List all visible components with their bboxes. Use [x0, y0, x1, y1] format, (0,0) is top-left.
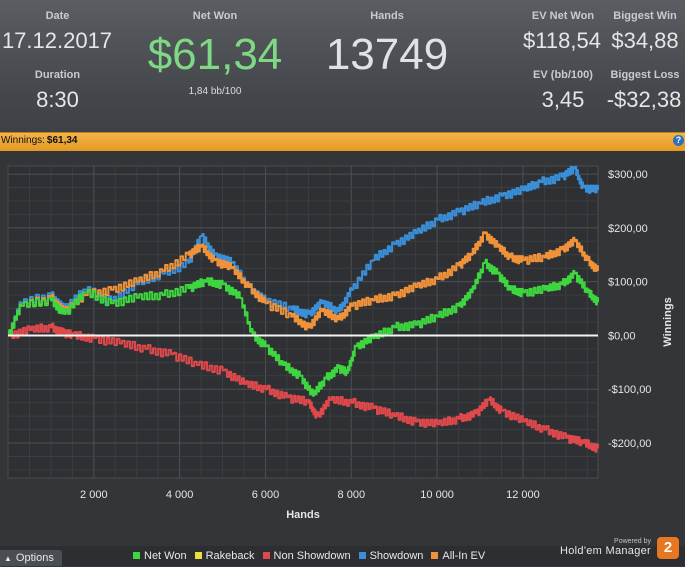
duration-value: 8:30 [36, 87, 79, 112]
y-tick-label: $100,00 [608, 277, 648, 289]
series-line-non-showdown [8, 322, 599, 453]
date-value: 17.12.2017 [1, 28, 113, 53]
x-axis-label: Hands [286, 509, 320, 521]
legend-item-all-in-ev[interactable]: All-In EV [431, 550, 485, 562]
x-tick-label: 10 000 [420, 489, 454, 501]
help-icon[interactable]: ? [673, 135, 684, 146]
winnings-title-bar: Winnings: $61,34 ? [0, 132, 685, 152]
series-line-net-won [8, 258, 599, 397]
hands-label: Hands [370, 10, 404, 22]
net-won-bb-per-100: 1,84 bb/100 [188, 86, 242, 97]
duration-label: Duration [34, 69, 81, 81]
legend-label: All-In EV [442, 550, 486, 562]
x-tick-label: 4 000 [166, 489, 194, 501]
biggest-win-value: $34,88 [611, 28, 679, 53]
x-tick-label: 6 000 [252, 489, 280, 501]
options-button[interactable]: ▲ Options [0, 550, 62, 566]
legend-label: Rakeback [205, 550, 255, 562]
legend-item-showdown[interactable]: Showdown [358, 550, 424, 562]
y-tick-label: -$200,00 [608, 438, 651, 450]
ev-net-won-label: EV Net Won [531, 10, 595, 22]
session-summary-panel: Date 17.12.2017 Duration 8:30 Net Won $6… [0, 0, 685, 132]
holdem-manager-logo-icon: 2 [657, 537, 679, 559]
y-tick-label: $200,00 [608, 223, 648, 235]
biggest-loss-value: -$32,38 [606, 87, 682, 112]
legend-swatch [194, 552, 202, 559]
footer-bar: ▲ Options Net Won Rakeback Non Showdown Show… [0, 537, 685, 566]
series-line-showdown [8, 165, 599, 337]
legend-swatch [133, 552, 140, 559]
brand-name: Hold'em Manager [560, 545, 651, 557]
y-axis-label: Winnings [662, 297, 674, 346]
legend-swatch [431, 552, 439, 559]
x-axis-ticks: 2 000 4 000 6 000 8 000 10 000 12 000 [80, 489, 540, 501]
biggest-win-label: Biggest Win [613, 10, 677, 22]
winnings-title: Winnings: $61,34 [1, 135, 78, 146]
x-tick-label: 2 000 [80, 489, 108, 501]
legend-label: Net Won [144, 550, 187, 562]
y-tick-label: $300,00 [608, 169, 648, 181]
legend-label: Non Showdown [273, 550, 351, 562]
series-line-all-in-ev [8, 231, 599, 337]
winnings-title-label: Winnings: [1, 135, 45, 146]
y-tick-label: $0,00 [608, 330, 636, 342]
ev-net-won-value: $118,54 [523, 28, 601, 53]
x-tick-label: 12 000 [506, 489, 540, 501]
x-tick-label: 8 000 [338, 489, 366, 501]
powered-by-block: Powered by Hold'em Manager [560, 538, 651, 557]
legend-label: Showdown [369, 550, 424, 562]
ev-bb-label: EV (bb/100) [533, 69, 593, 81]
legend-item-non-showdown[interactable]: Non Showdown [262, 550, 351, 562]
date-label: Date [45, 10, 70, 22]
legend-item-rakeback[interactable]: Rakeback [194, 550, 255, 562]
winnings-title-value: $61,34 [46, 135, 78, 146]
legend-swatch [358, 552, 366, 559]
net-won-value: $61,34 [147, 30, 283, 79]
ev-bb-value: 3,45 [541, 87, 585, 112]
winnings-chart: $300,00 $200,00 $100,00 $0,00 -$100,00 -$200,… [0, 151, 685, 546]
options-label: Options [15, 552, 54, 564]
y-axis-ticks: $300,00 $200,00 $100,00 $0,00 -$100,00 -$200,… [608, 169, 651, 450]
chart-series [8, 165, 599, 453]
legend-item-net-won[interactable]: Net Won [133, 550, 187, 562]
legend-swatch [262, 552, 270, 559]
net-won-label: Net Won [192, 10, 238, 22]
y-tick-label: -$100,00 [608, 384, 651, 396]
chart-legend: Net Won Rakeback Non Showdown Showdown All-I… [133, 550, 493, 562]
hands-value: 13749 [325, 30, 449, 79]
chevron-up-icon: ▲ [4, 554, 12, 563]
powered-by-text: Powered by [614, 538, 651, 545]
biggest-loss-label: Biggest Loss [610, 69, 680, 81]
winnings-chart-svg: $300,00 $200,00 $100,00 $0,00 -$100,00 -$200,… [7, 165, 674, 521]
